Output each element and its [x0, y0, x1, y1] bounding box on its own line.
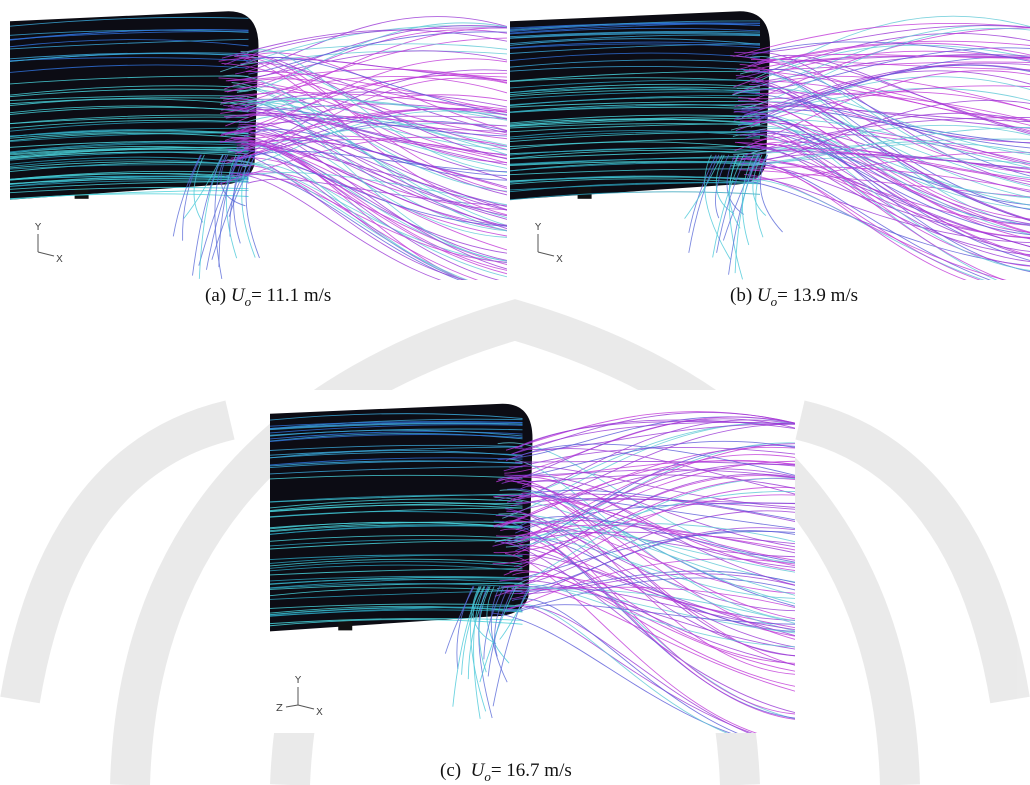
- axis-label: Z: [276, 703, 283, 714]
- caption-symbol: U: [757, 285, 771, 306]
- streamline: [509, 466, 795, 508]
- axis-label: Y: [534, 222, 542, 233]
- axis-triad: YX: [534, 222, 563, 265]
- streamline: [228, 161, 507, 280]
- streamline-image: YX: [510, 0, 1030, 280]
- caption-symbol: U: [471, 760, 485, 781]
- triad-axis: [286, 705, 298, 707]
- axis-triad: YX: [34, 222, 63, 265]
- streamline: [502, 419, 795, 484]
- triad-axis: [298, 705, 314, 709]
- streamline: [223, 76, 507, 100]
- streamline: [225, 137, 507, 280]
- streamline-image: YX: [10, 0, 507, 280]
- caption-symbol: U: [231, 285, 245, 306]
- triad-axis: [538, 252, 554, 256]
- streamline: [504, 606, 795, 733]
- figure-panel: YX: [10, 0, 507, 280]
- wheel: [578, 187, 592, 199]
- axis-label: Y: [294, 675, 302, 686]
- streamline: [509, 559, 795, 610]
- streamline: [758, 77, 1030, 113]
- streamline: [234, 165, 507, 280]
- axis-label: Y: [34, 222, 42, 233]
- axis-triad: Y Z X: [276, 675, 323, 718]
- streamline: [228, 38, 507, 106]
- streamline: [241, 44, 507, 52]
- axis-label: X: [316, 707, 323, 718]
- axis-label: X: [56, 254, 63, 265]
- caption: (c) Uo= 16.7 m/s: [440, 760, 572, 785]
- streamline: [521, 605, 795, 733]
- caption: (b) Uo= 13.9 m/s: [730, 285, 858, 310]
- caption: (a) Uo= 11.1 m/s: [205, 285, 331, 310]
- streamline-image: Y Z X: [270, 390, 795, 733]
- streamline: [504, 586, 795, 693]
- figure-panel: YX: [510, 0, 1030, 280]
- caption-label: (a): [205, 285, 226, 306]
- streamline: [493, 464, 795, 546]
- figure-panel: Y Z X: [270, 390, 795, 733]
- caption-text: = 13.9 m/s: [777, 285, 858, 306]
- streamline: [515, 536, 795, 720]
- caption-label: (c): [440, 760, 461, 781]
- caption-text: = 16.7 m/s: [491, 760, 572, 781]
- page: {"figures": [ {"label": "(a)", "symbol":…: [0, 0, 1030, 785]
- caption-text: = 11.1 m/s: [251, 285, 331, 306]
- caption-label: (b): [730, 285, 752, 306]
- streamline: [748, 167, 1030, 280]
- triad-axis: [38, 252, 54, 256]
- streamline: [734, 179, 1030, 280]
- streamline: [515, 604, 795, 733]
- axis-label: X: [556, 254, 563, 265]
